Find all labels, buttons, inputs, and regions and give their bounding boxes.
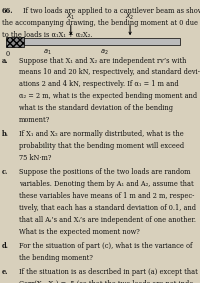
Text: means 10 and 20 kN, respectively, and standard devi-: means 10 and 20 kN, respectively, and st… — [19, 68, 200, 76]
Text: 66.: 66. — [2, 7, 14, 15]
Text: b.: b. — [2, 130, 9, 138]
Text: these variables have means of 1 m and 2 m, respec-: these variables have means of 1 m and 2 … — [19, 192, 194, 200]
Text: 75 kN·m?: 75 kN·m? — [19, 154, 51, 162]
Text: If the situation is as described in part (a) except that: If the situation is as described in part… — [19, 268, 198, 276]
Bar — [6, 37, 24, 47]
Text: what is the standard deviation of the bending: what is the standard deviation of the be… — [19, 104, 173, 112]
Text: e.: e. — [2, 268, 8, 276]
Text: the bending moment?: the bending moment? — [19, 254, 93, 262]
Text: If X₁ and X₂ are normally distributed, what is the: If X₁ and X₂ are normally distributed, w… — [19, 130, 184, 138]
Text: the accompanying drawing, the bending moment at 0 due: the accompanying drawing, the bending mo… — [2, 19, 198, 27]
Text: Suppose that X₁ and X₂ are independent rv’s with: Suppose that X₁ and X₂ are independent r… — [19, 57, 186, 65]
Text: α₂ = 2 m, what is the expected bending moment and: α₂ = 2 m, what is the expected bending m… — [19, 92, 197, 100]
Text: Corr(X₁, X₂) = .5 (so that the two loads are not inde-: Corr(X₁, X₂) = .5 (so that the two loads… — [19, 280, 196, 283]
Text: What is the expected moment now?: What is the expected moment now? — [19, 228, 140, 236]
Text: For the situation of part (c), what is the variance of: For the situation of part (c), what is t… — [19, 242, 192, 250]
Text: $X_2$: $X_2$ — [125, 12, 135, 22]
Text: variables. Denoting them by A₁ and A₂, assume that: variables. Denoting them by A₁ and A₂, a… — [19, 180, 194, 188]
Text: If two loads are applied to a cantilever beam as shown in: If two loads are applied to a cantilever… — [23, 7, 200, 15]
Text: 0: 0 — [6, 50, 10, 58]
Text: d.: d. — [2, 242, 9, 250]
Text: Suppose the positions of the two loads are random: Suppose the positions of the two loads a… — [19, 168, 190, 176]
Text: $X_1$: $X_1$ — [66, 12, 75, 22]
Text: moment?: moment? — [19, 116, 50, 124]
Bar — [24, 38, 180, 45]
Text: probability that the bending moment will exceed: probability that the bending moment will… — [19, 142, 184, 150]
Text: a.: a. — [2, 57, 8, 65]
Text: tively, that each has a standard deviation of 0.1, and: tively, that each has a standard deviati… — [19, 204, 196, 212]
Text: that all Aᵢ’s and Xᵢ’s are independent of one another.: that all Aᵢ’s and Xᵢ’s are independent o… — [19, 216, 196, 224]
Text: to the loads is α₁X₁ + α₂X₂.: to the loads is α₁X₁ + α₂X₂. — [2, 31, 92, 39]
Text: c.: c. — [2, 168, 8, 176]
Text: ations 2 and 4 kN, respectively. If α₁ = 1 m and: ations 2 and 4 kN, respectively. If α₁ =… — [19, 80, 179, 88]
Text: $a_1$: $a_1$ — [43, 48, 52, 57]
Text: $a_2$: $a_2$ — [100, 48, 109, 57]
